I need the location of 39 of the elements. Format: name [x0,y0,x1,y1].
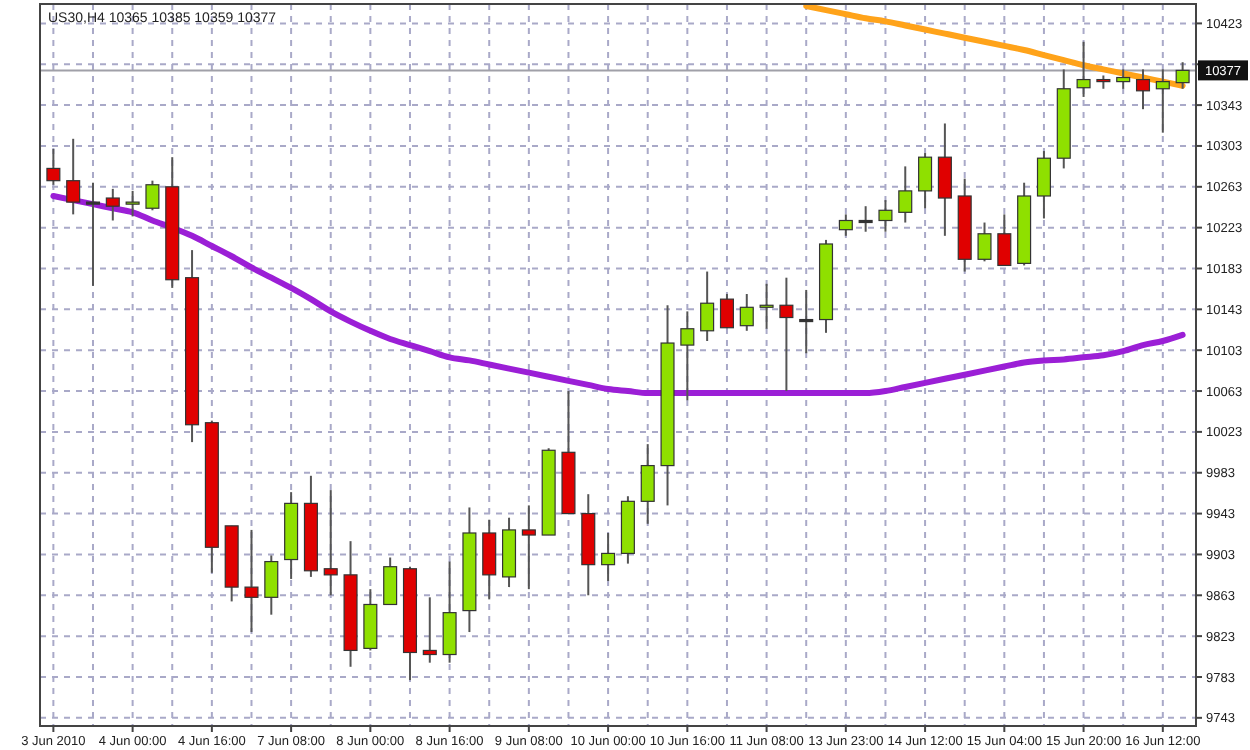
candlestick [383,556,398,606]
candlestick [779,276,794,393]
candlestick [700,270,715,342]
candlestick [1155,68,1170,134]
candlestick [442,560,457,664]
candlestick [521,504,536,591]
candlestick [838,213,853,237]
candlestick [502,516,517,589]
candlestick [1175,61,1190,90]
candlestick [918,152,933,210]
candlestick [937,122,952,237]
candlestick [1076,40,1091,98]
candlestick [264,554,279,616]
candlestick [1116,68,1131,90]
candlestick [244,528,259,634]
candlestick [680,310,695,402]
candlestick [759,282,774,330]
candlestick [46,148,61,186]
candlestick [363,588,378,652]
candlestick [125,189,140,218]
candlestick [422,596,437,664]
candlestick [739,293,754,332]
candlestick [1135,68,1151,111]
candlestick [997,213,1012,267]
candlestick [1036,150,1051,220]
candlestick [85,181,101,287]
candlestick [323,489,338,597]
candlestick [640,443,655,525]
candlestick [858,205,873,233]
candlestick [601,531,616,582]
candlestick [977,221,992,263]
candlestick [719,293,734,329]
candlestick [878,199,893,233]
candlestick [145,179,160,212]
candlestick [482,518,497,601]
candlestick [898,165,913,224]
candlestick [66,137,81,216]
candlestick [799,288,814,355]
candlestick [105,187,120,222]
